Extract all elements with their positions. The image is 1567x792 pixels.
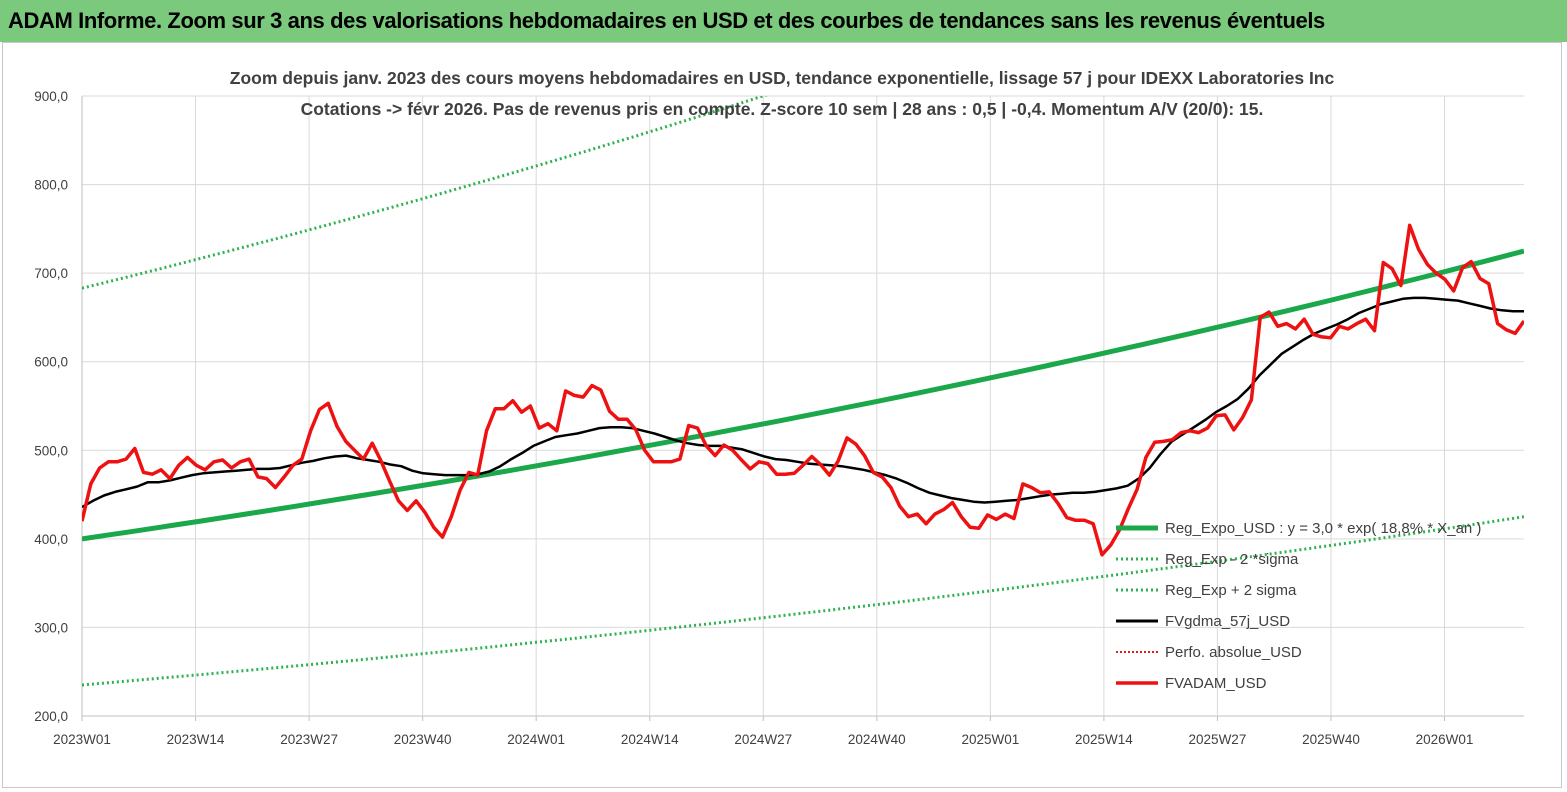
x-tick-label: 2023W27 [280,732,338,747]
chart-frame [2,42,1562,788]
y-axis-ticks: 900,0 800,0 700,0 600,0 500,0 400,0 300,0 200,0 [34,89,68,724]
x-tick-label: 2023W01 [53,732,111,747]
legend-label-reg_minus: Reg_Exp - 2 *sigma [1165,551,1299,568]
chart-title-line1: Zoom depuis janv. 2023 des cours moyens … [230,68,1335,88]
legend-label-reg_plus: Reg_Exp + 2 sigma [1165,582,1297,599]
y-tick-label: 400,0 [34,532,68,547]
y-tick-label: 600,0 [34,355,68,370]
chart-title-line2: Cotations -> févr 2026. Pas de revenus p… [301,99,1264,119]
legend-label-reg_expo: Reg_Expo_USD : y = 3,0 * exp( 18,8% * X_… [1165,520,1481,537]
x-tick-label: 2023W40 [394,732,452,747]
series-fvgdma [82,296,1524,509]
legend-label-fvadam: FVADAM_USD [1165,675,1267,692]
y-tick-label: 500,0 [34,443,68,458]
x-tick-label: 2025W27 [1189,732,1247,747]
grid [81,95,1524,717]
x-tick-label: 2023W14 [167,732,225,747]
legend-label-perfo: Perfo. absolue_USD [1165,644,1302,661]
series-reg-minus-2sigma [82,515,1524,687]
x-tick-label: 2026W01 [1416,732,1474,747]
x-axis-ticks: 2023W01 2023W14 2023W27 2023W40 2024W01 2024W… [53,716,1473,747]
x-tick-label: 2024W14 [621,732,679,747]
legend-label-fvgdma: FVgdma_57j_USD [1165,613,1290,630]
y-tick-label: 300,0 [34,620,68,635]
x-tick-label: 2024W01 [507,732,565,747]
x-tick-label: 2025W40 [1302,732,1360,747]
x-tick-label: 2024W40 [848,732,906,747]
banner-title: ADAM Informe. Zoom sur 3 ans des valoris… [8,8,1325,33]
y-tick-label: 800,0 [34,178,68,193]
legend: Reg_Expo_USD : y = 3,0 * exp( 18,8% * X_… [1116,520,1481,692]
x-tick-label: 2025W01 [961,732,1019,747]
title-banner: ADAM Informe. Zoom sur 3 ans des valoris… [0,0,1567,42]
series-reg-plus-2sigma [82,96,768,290]
series-reg-expo [82,248,1524,542]
y-tick-label: 900,0 [34,89,68,104]
y-tick-label: 200,0 [34,709,68,724]
y-tick-label: 700,0 [34,266,68,281]
x-tick-label: 2025W14 [1075,732,1133,747]
series-group [82,96,1524,687]
x-tick-label: 2024W27 [734,732,792,747]
series-fvadam [82,223,1524,557]
